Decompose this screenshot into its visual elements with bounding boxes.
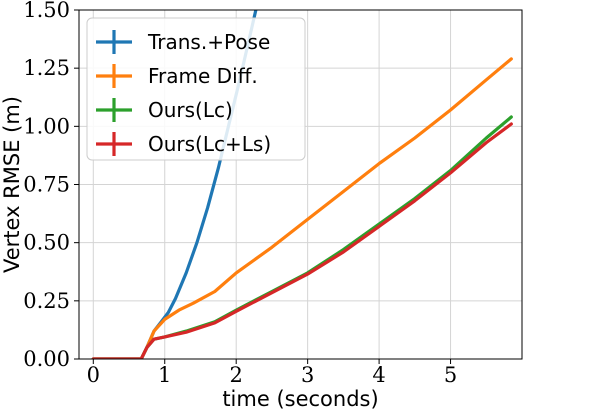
series-line-ours-lc-ls [91,122,513,359]
y-tick-label: 1.50 [23,0,70,22]
legend-entry: Frame Diff. [96,64,258,88]
y-axis-label: Vertex RMSE (m) [0,96,24,273]
y-tick-label: 1.25 [23,56,70,80]
y-tick-label: 0.00 [23,347,70,371]
x-tick-label: 1 [158,363,171,387]
legend: Trans.+Pose Frame Diff. Ours(Lc) Ours(Lc+Ls… [86,17,306,161]
legend-entry: Ours(Lc) [96,98,233,122]
legend-label: Frame Diff. [148,64,258,88]
legend-label: Trans.+Pose [147,30,270,54]
x-tick-label: 2 [230,363,243,387]
x-tick-label: 4 [372,363,385,387]
y-tick-label: 1.00 [23,114,70,138]
legend-label: Ours(Lc) [148,98,233,122]
axis-ticks: 0 1 2 3 4 5 0.00 0.25 0.50 0.75 1.00 1.25 1.50 [23,0,457,387]
legend-label: Ours(Lc+Ls) [148,132,271,156]
series-line-frame-diff [91,57,513,359]
legend-entry: Ours(Lc+Ls) [96,132,271,156]
x-axis-label: time (seconds) [222,387,378,410]
legend-box [86,17,306,161]
y-tick-label: 0.50 [23,231,70,255]
x-tick-label: 0 [87,363,100,387]
y-tick-label: 0.25 [23,289,70,313]
legend-entry: Trans.+Pose [96,30,270,54]
x-tick-label: 3 [301,363,314,387]
x-tick-label: 5 [444,363,457,387]
y-tick-label: 0.75 [23,173,70,197]
